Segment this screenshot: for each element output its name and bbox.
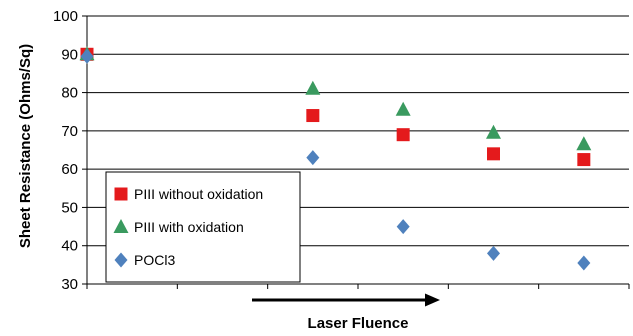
y-axis-title: Sheet Resistance (Ohms/Sq) <box>17 44 34 248</box>
point-piii-with-oxidation <box>305 80 321 95</box>
arrow-head-icon <box>425 293 440 307</box>
legend-marker-piii-without-oxidation <box>114 187 128 201</box>
y-tick-labels: 30 40 50 60 70 80 90 100 <box>53 8 78 293</box>
data-points <box>79 46 592 271</box>
point-pocl3 <box>306 150 320 166</box>
point-pocl3 <box>80 48 94 64</box>
axes <box>82 15 630 289</box>
y-tick-label: 100 <box>53 8 78 25</box>
point-piii-without-oxidation <box>396 128 410 142</box>
x-axis-title: Laser Fluence <box>308 315 409 332</box>
legend-items: PIII without oxidation PIII with oxidatio… <box>113 186 263 268</box>
point-pocl3 <box>577 255 591 271</box>
point-piii-with-oxidation <box>486 124 501 139</box>
y-tick-label: 30 <box>61 276 78 293</box>
legend-marker-piii-with-oxidation <box>113 219 129 233</box>
legend-label-piii-with-oxidation: PIII with oxidation <box>134 219 244 235</box>
y-tick-label: 80 <box>61 85 78 102</box>
point-piii-with-oxidation <box>395 101 411 116</box>
y-tick-label: 60 <box>61 161 78 178</box>
laser-fluence-arrow <box>252 293 440 307</box>
legend-label-pocl3: POCl3 <box>134 252 175 268</box>
legend-marker-pocl3 <box>114 252 128 268</box>
y-tick-label: 50 <box>61 199 78 216</box>
y-tick-label: 40 <box>61 238 78 255</box>
y-tick-label: 70 <box>61 123 78 140</box>
point-piii-without-oxidation <box>306 109 320 123</box>
point-piii-without-oxidation <box>577 153 591 167</box>
legend-label-piii-without-oxidation: PIII without oxidation <box>134 186 263 202</box>
y-tick-label: 90 <box>61 46 78 63</box>
point-pocl3 <box>487 245 500 261</box>
legend-box <box>105 171 301 283</box>
point-pocl3 <box>396 219 410 235</box>
point-piii-with-oxidation <box>576 136 592 151</box>
point-piii-without-oxidation <box>487 147 500 161</box>
legend: PIII without oxidation PIII with oxidatio… <box>105 171 301 283</box>
